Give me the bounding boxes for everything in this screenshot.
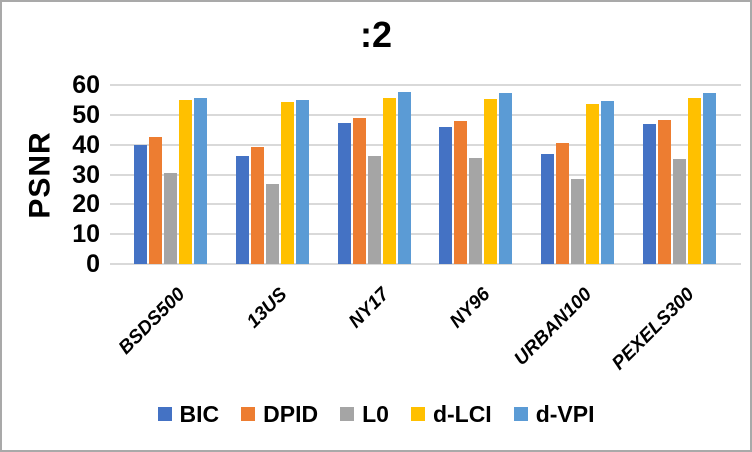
bar-l0-ny96 [469,158,483,264]
bar-d-vpi-pexels300 [703,92,716,264]
gridline-30 [110,173,741,176]
legend-label-d-lci: d-LCI [432,401,492,427]
bar-l0-bsds500 [164,173,177,264]
bar-group-pexels300 [643,85,716,264]
bar-d-vpi-urban100 [601,101,615,264]
x-axis-label-ny17: NY17 [344,284,393,333]
legend: BIC DPID L0 d-LCI d-VPI [2,402,750,426]
bar-bic-urban100 [541,153,555,264]
bar-d-lci-pexels300 [688,98,701,264]
legend-swatch-d-lci [410,407,425,421]
chart-title: :2 [359,14,392,55]
legend-swatch-l0 [340,407,355,421]
gridline-10 [110,233,741,236]
bar-dpid-urban100 [556,143,570,264]
legend-item-bic: BIC [157,401,220,427]
legend-swatch-dpid [241,407,256,421]
bar-group-13us [235,85,309,264]
bar-dpid-pexels300 [658,120,671,264]
bar-dpid-ny96 [454,120,468,264]
x-axis-label-bsds500: BSDS500 [114,284,190,359]
bar-d-lci-ny17 [382,98,396,264]
bar-dpid-ny17 [352,117,366,264]
bar-d-vpi-ny17 [397,92,411,264]
bar-l0-pexels300 [673,159,686,264]
y-tick-label-30: 30 [72,160,100,189]
legend-label-dpid: DPID [263,401,319,427]
legend-label-d-vpi: d-VPI [535,401,595,427]
bar-group-ny17 [337,85,411,264]
y-tick-label-0: 0 [86,250,100,278]
legend-item-l0: L0 [340,402,389,426]
plot-area [110,84,741,265]
x-axis-label-ny96: NY96 [446,284,495,333]
y-axis: 0 10 20 30 40 50 60 [2,72,100,277]
bar-bic-ny17 [337,122,351,264]
bar-d-lci-13us [280,102,294,264]
bar-d-vpi-13us [295,100,309,264]
legend-label-l0: L0 [362,401,389,427]
legend-swatch-d-vpi [513,407,528,421]
gridline-40 [110,143,741,146]
x-axis-label-pexels300: PEXELS300 [608,284,699,375]
gridline-50 [110,113,741,116]
bar-group-urban100 [541,85,615,264]
legend-swatch-bic [157,407,172,421]
bar-bic-ny96 [439,127,453,264]
bar-l0-13us [265,183,279,264]
y-tick-label-50: 50 [72,100,100,129]
legend-item-d-vpi: d-VPI [513,401,595,427]
bar-d-vpi-bsds500 [194,97,207,264]
bar-bic-bsds500 [134,144,147,264]
x-axis-label-13us: 13US [242,284,292,333]
y-tick-label-60: 60 [72,71,100,99]
bar-bic-pexels300 [643,124,656,264]
y-tick-label-10: 10 [72,220,100,249]
bar-bic-13us [235,156,249,264]
gridline-0 [110,263,741,265]
x-axis-label-urban100: URBAN100 [510,284,597,370]
bar-group-bsds500 [134,85,207,264]
bar-l0-ny17 [367,156,381,264]
legend-item-d-lci: d-LCI [410,401,492,427]
gridline-60 [110,84,741,86]
bar-group-ny96 [439,85,513,264]
bar-dpid-13us [250,146,264,264]
bar-d-lci-bsds500 [179,100,192,264]
bar-dpid-bsds500 [149,136,162,264]
bar-d-vpi-ny96 [499,93,513,264]
bar-l0-urban100 [571,179,585,264]
gridline-20 [110,203,741,206]
bar-d-lci-ny96 [484,99,498,264]
y-tick-label-20: 20 [72,190,100,219]
legend-item-dpid: DPID [241,402,318,426]
legend-label-bic: BIC [179,401,220,427]
bar-d-lci-urban100 [586,104,600,264]
y-tick-label-40: 40 [72,130,100,159]
